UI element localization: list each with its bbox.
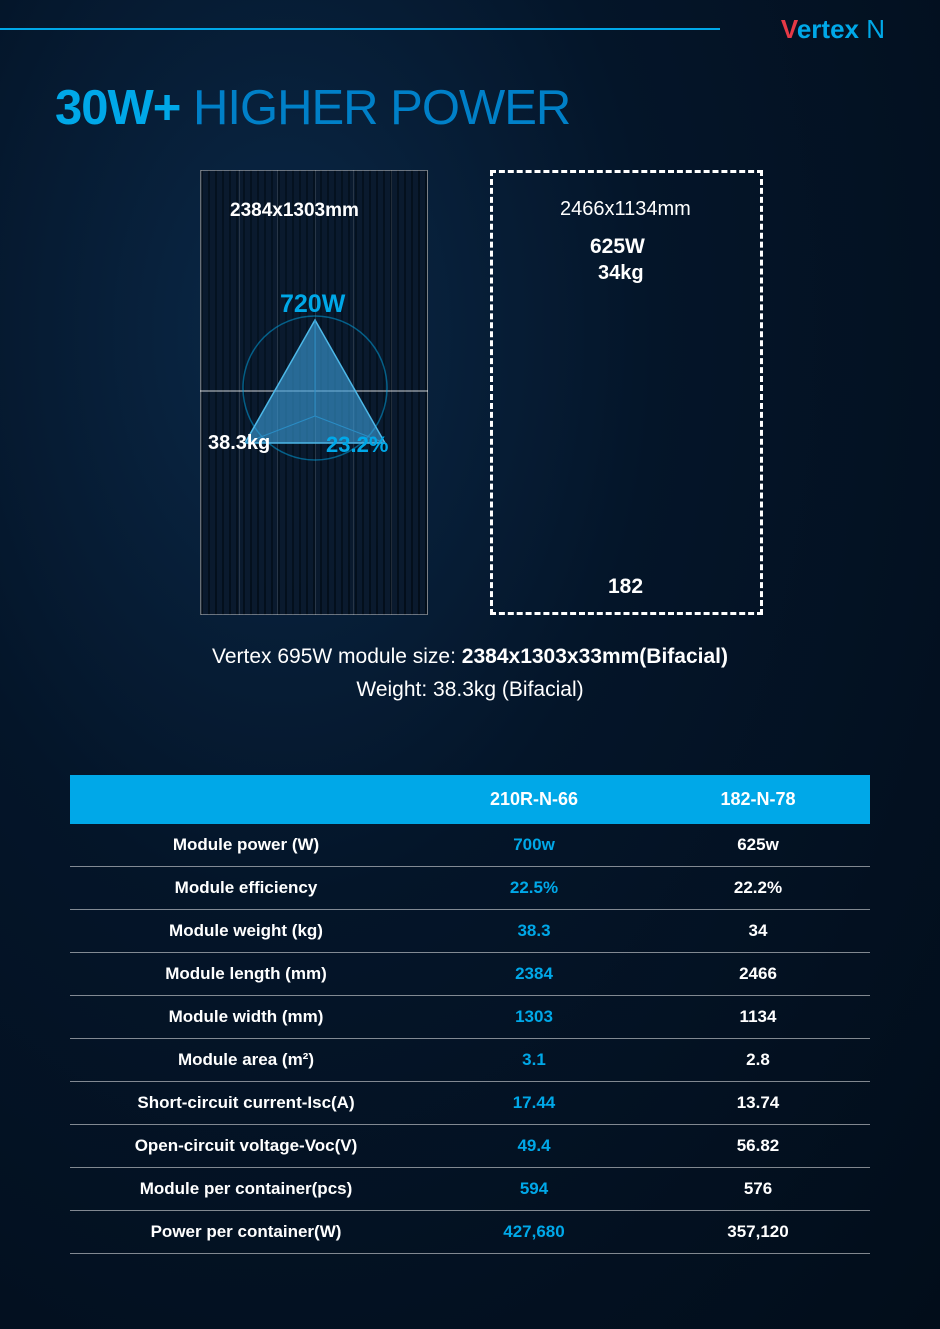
row-value: 594: [422, 1168, 646, 1211]
th-col2: 182-N-78: [646, 775, 870, 824]
row-value: 2384: [422, 953, 646, 996]
row-label: Module width (mm): [70, 996, 422, 1039]
table-row: Module width (mm)13031134: [70, 996, 870, 1039]
row-value: 625w: [646, 824, 870, 867]
row-value: 13.74: [646, 1082, 870, 1125]
row-value: 357,120: [646, 1211, 870, 1254]
row-value: 22.5%: [422, 867, 646, 910]
th-col1: 210R-N-66: [422, 775, 646, 824]
row-value: 17.44: [422, 1082, 646, 1125]
caption-weight: 38.3kg (Bifacial): [433, 678, 584, 701]
table-row: Module length (mm)23842466: [70, 953, 870, 996]
table-body: Module power (W)700w625wModule efficienc…: [70, 824, 870, 1254]
left-panel-efficiency: 23.2%: [326, 432, 388, 458]
row-value: 427,680: [422, 1211, 646, 1254]
row-label: Power per container(W): [70, 1211, 422, 1254]
left-panel-weight: 38.3kg: [208, 432, 270, 455]
caption-prefix: Vertex 695W module size:: [212, 645, 462, 668]
left-panel-power: 720W: [280, 290, 345, 319]
caption-weight-prefix: Weight:: [356, 678, 433, 701]
brand-v: V: [781, 14, 797, 44]
caption-line2: Weight: 38.3kg (Bifacial): [0, 678, 940, 702]
right-panel-label: 182: [608, 575, 643, 599]
table-row: Open-circuit voltage-Voc(V)49.456.82: [70, 1125, 870, 1168]
right-panel-power: 625W: [590, 235, 645, 259]
title-light: HIGHER POWER: [180, 81, 570, 135]
row-value: 3.1: [422, 1039, 646, 1082]
row-value: 1303: [422, 996, 646, 1039]
spec-table: 210R-N-66 182-N-78 Module power (W)700w6…: [70, 775, 870, 1254]
row-value: 576: [646, 1168, 870, 1211]
brand-n: N: [859, 14, 885, 44]
brand-ertex: ertex: [797, 14, 859, 44]
row-value: 38.3: [422, 910, 646, 953]
row-value: 2.8: [646, 1039, 870, 1082]
table-row: Module power (W)700w625w: [70, 824, 870, 867]
table-row: Module efficiency22.5%22.2%: [70, 867, 870, 910]
table-row: Module area (m²)3.12.8: [70, 1039, 870, 1082]
title-bold: 30W+: [55, 81, 180, 135]
row-value: 34: [646, 910, 870, 953]
table-row: Module per container(pcs)594576: [70, 1168, 870, 1211]
row-label: Module area (m²): [70, 1039, 422, 1082]
row-label: Module length (mm): [70, 953, 422, 996]
table-row: Short-circuit current-Isc(A)17.4413.74: [70, 1082, 870, 1125]
row-label: Short-circuit current-Isc(A): [70, 1082, 422, 1125]
caption-size: 2384x1303x33mm(Bifacial): [462, 645, 728, 668]
row-label: Module weight (kg): [70, 910, 422, 953]
right-panel-dimensions: 2466x1134mm: [560, 198, 691, 221]
table-header-row: 210R-N-66 182-N-78: [70, 775, 870, 824]
row-label: Module efficiency: [70, 867, 422, 910]
left-panel-dimensions: 2384x1303mm: [230, 200, 359, 222]
row-value: 700w: [422, 824, 646, 867]
header-accent-line: [0, 28, 720, 30]
brand-logo: Vertex N: [781, 14, 885, 45]
right-panel-weight: 34kg: [598, 262, 644, 285]
row-value: 49.4: [422, 1125, 646, 1168]
page-title: 30W+ HIGHER POWER: [55, 80, 570, 136]
row-label: Open-circuit voltage-Voc(V): [70, 1125, 422, 1168]
row-label: Module per container(pcs): [70, 1168, 422, 1211]
row-label: Module power (W): [70, 824, 422, 867]
th-blank: [70, 775, 422, 824]
table-row: Module weight (kg)38.334: [70, 910, 870, 953]
table-row: Power per container(W)427,680357,120: [70, 1211, 870, 1254]
caption-line1: Vertex 695W module size: 2384x1303x33mm(…: [0, 645, 940, 669]
row-value: 1134: [646, 996, 870, 1039]
row-value: 56.82: [646, 1125, 870, 1168]
panel-comparison-area: 2384x1303mm 720W 38.3kg 23.2% 2466x1134m…: [0, 170, 940, 670]
row-value: 22.2%: [646, 867, 870, 910]
row-value: 2466: [646, 953, 870, 996]
